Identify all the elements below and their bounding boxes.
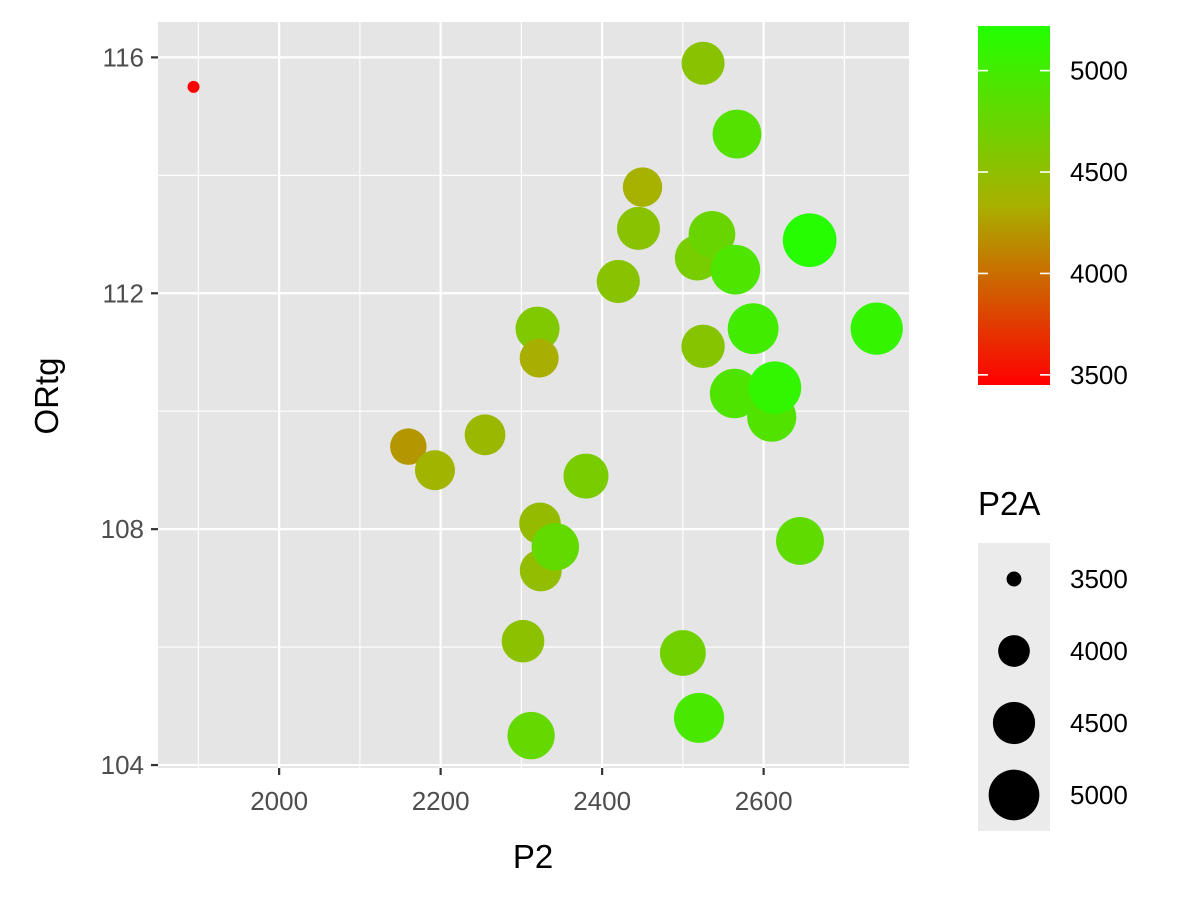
data-points [187, 41, 903, 760]
y-axis-title: ORtg [28, 357, 65, 434]
scatter-point [681, 324, 725, 369]
scatter-point [782, 213, 837, 268]
scatter-point [519, 338, 559, 378]
colorbar-label: 4500 [1070, 157, 1128, 187]
scatter-point [727, 303, 779, 355]
size-legend-label: 4500 [1070, 708, 1128, 738]
size-legend-dot [988, 769, 1040, 821]
colorbar [978, 26, 1050, 385]
size-legend-dot [1006, 571, 1022, 587]
x-tick-label: 2600 [735, 786, 793, 816]
scatter-point [748, 361, 802, 414]
scatter-point [515, 306, 560, 351]
scatter-point [709, 368, 760, 419]
scatter-point [710, 244, 761, 295]
scatter-point [681, 41, 725, 85]
size-legend-title: P2A [978, 485, 1040, 522]
y-tick-label: 104 [101, 750, 144, 780]
scatter-point [507, 711, 555, 760]
scatter-point [659, 630, 706, 676]
size-legend-dot [992, 701, 1036, 745]
size-legend-label: 5000 [1070, 780, 1128, 810]
y-tick-label: 112 [103, 278, 144, 308]
scatter-point [563, 453, 609, 499]
y-tick-label: 108 [101, 514, 144, 544]
scatter-point [673, 692, 725, 743]
colorbar-label: 5000 [1070, 56, 1128, 86]
scatter-point [414, 450, 455, 491]
scatter-point [501, 619, 545, 663]
scatter-point [616, 206, 660, 250]
x-axis-title: P2 [513, 838, 553, 875]
size-legend-dot [998, 635, 1030, 667]
size-legend: P2A 3500 4000 4500 5000 [978, 485, 1128, 831]
x-axis: 2000 2200 2400 2600 [250, 768, 793, 816]
color-legend: 3500 4000 4500 5000 [978, 26, 1128, 390]
size-legend-label: 3500 [1070, 564, 1128, 594]
x-tick-label: 2400 [573, 786, 631, 816]
size-legend-label: 4000 [1070, 636, 1128, 666]
scatter-point [622, 167, 663, 207]
y-axis: 104 108 112 116 [101, 42, 158, 780]
scatter-point [531, 523, 580, 571]
scatter-point [776, 517, 824, 565]
scatter-point [596, 259, 640, 304]
scatter-point [187, 80, 200, 93]
size-legend-keys: 3500 4000 4500 5000 [978, 543, 1128, 831]
y-tick-label: 116 [103, 42, 144, 72]
scatter-point [390, 428, 427, 465]
x-tick-label: 2000 [250, 786, 308, 816]
scatter-point [464, 414, 506, 456]
colorbar-label: 3500 [1070, 360, 1128, 390]
scatter-point [712, 109, 762, 159]
scatter-point [850, 302, 903, 355]
colorbar-label: 4000 [1070, 258, 1128, 288]
scatter-point [688, 210, 736, 258]
x-tick-label: 2200 [412, 786, 470, 816]
colorbar-ticks: 3500 4000 4500 5000 [978, 56, 1128, 390]
